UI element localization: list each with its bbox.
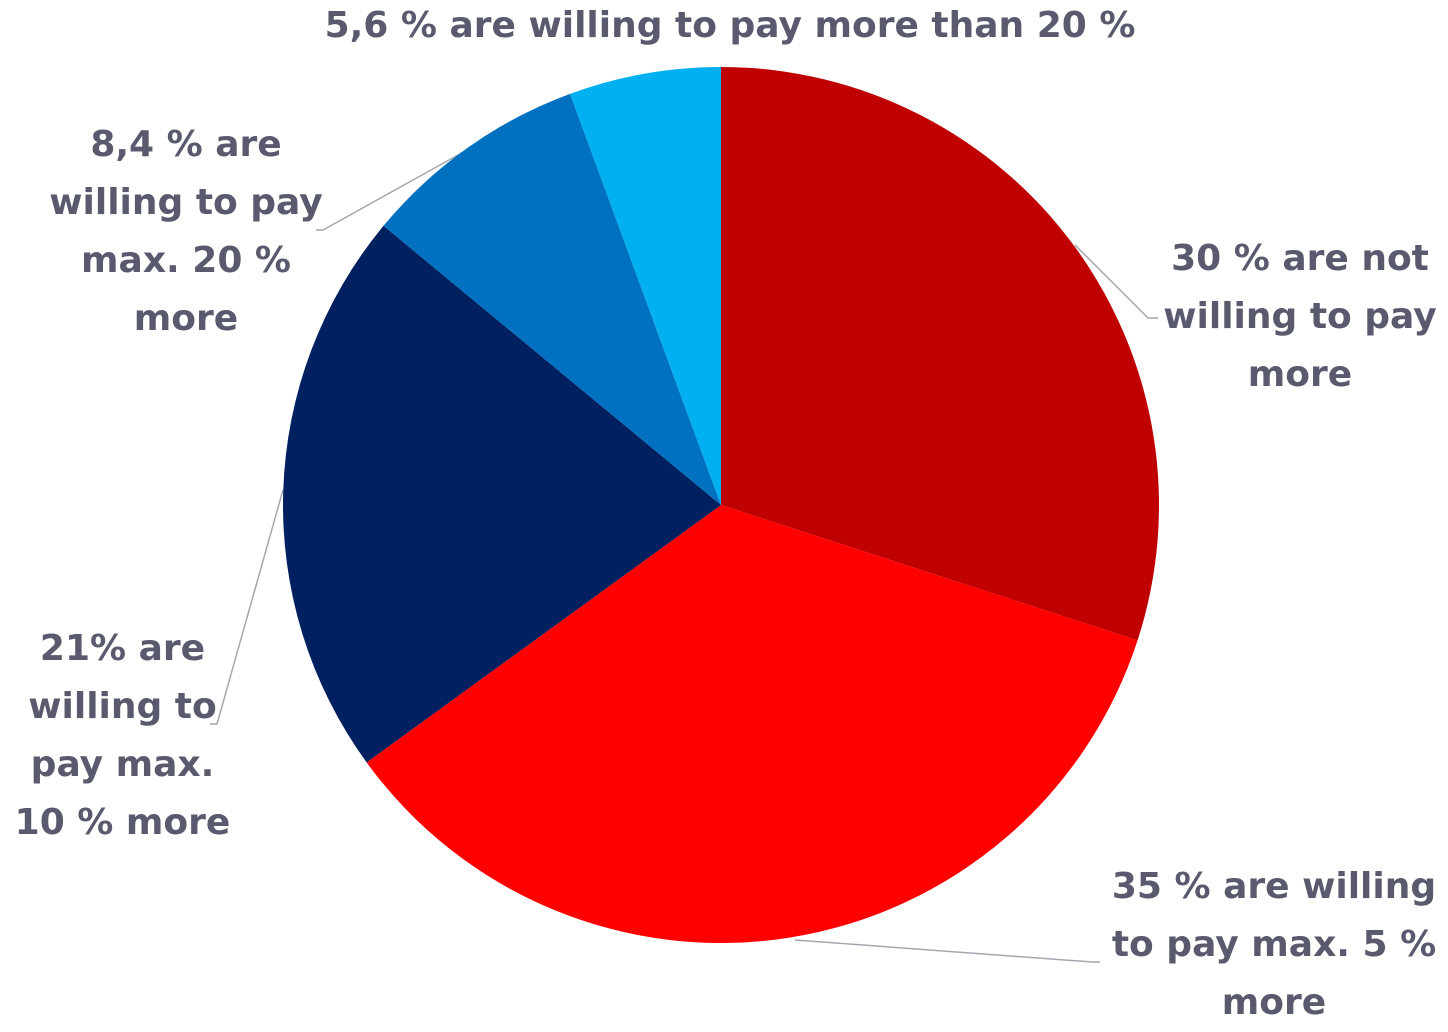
- leader-line-max-20: [316, 144, 477, 231]
- slice-max-5: [366, 505, 1138, 943]
- slice-label-not-willing: 30 % are not willing to pay more: [1150, 230, 1448, 404]
- label-line: to pay max. 5 %: [1111, 924, 1437, 965]
- label-line: more: [1247, 354, 1353, 395]
- slice-label-max-5: 35 % are willing to pay max. 5 % more: [1100, 858, 1448, 1032]
- label-line: more: [133, 298, 239, 339]
- label-line: 35 % are willing: [1111, 866, 1437, 907]
- label-line: 21% are: [39, 628, 206, 669]
- slice-not-willing: [721, 67, 1159, 641]
- slice-label-max-10: 21% are willing to pay max. 10 % more: [0, 620, 245, 852]
- leader-line-max-10: [210, 489, 284, 725]
- leader-lines: [210, 144, 1158, 963]
- slice-max-10: [283, 225, 721, 763]
- label-line: 10 % more: [14, 802, 231, 843]
- label-line: max. 20 %: [81, 240, 291, 281]
- slice-more-than-20: [570, 66, 721, 505]
- label-line: 5,6 % are willing to pay more than 20 %: [324, 5, 1136, 46]
- label-line: pay max.: [30, 744, 215, 785]
- leader-line-max-5: [794, 939, 1100, 963]
- slice-max-20: [383, 93, 721, 505]
- label-line: willing to: [28, 686, 217, 727]
- slice-label-max-20: 8,4 % are willing to pay max. 20 % more: [36, 116, 336, 348]
- label-line: 30 % are not: [1171, 238, 1429, 279]
- slice-label-more-than-20: 5,6 % are willing to pay more than 20 %: [230, 0, 1230, 55]
- label-line: 8,4 % are: [90, 124, 282, 165]
- leader-line-not-willing: [1074, 244, 1158, 319]
- pie-slices: [283, 66, 1159, 943]
- label-line: willing to pay: [49, 182, 323, 223]
- label-line: more: [1221, 982, 1327, 1023]
- label-line: willing to pay: [1163, 296, 1437, 337]
